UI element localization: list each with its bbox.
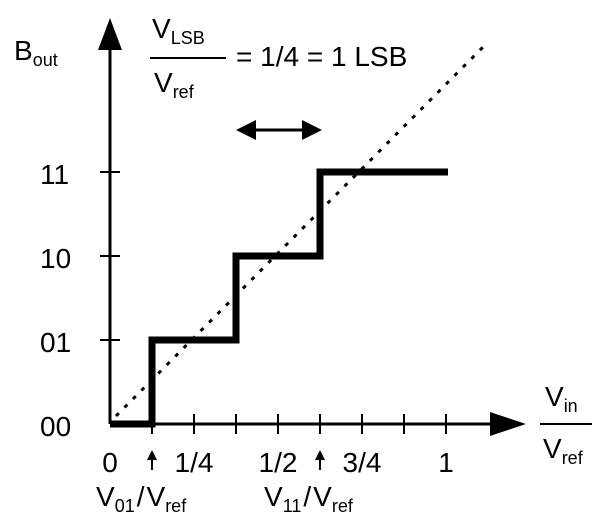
x-tick-label-1-2: 1/2 xyxy=(259,447,298,478)
ideal-transfer-line xyxy=(114,40,490,418)
v01-label: V01/Vref xyxy=(96,481,187,516)
y-axis-label: Bout xyxy=(14,35,58,70)
lsb-arrowhead-left xyxy=(236,120,256,140)
v11-label: V11/Vref xyxy=(264,481,354,516)
y-tick-label-00: 00 xyxy=(40,411,71,442)
y-tick-label-11: 11 xyxy=(40,159,69,190)
header-numerator: VLSB xyxy=(152,13,205,48)
v11-marker-arrowhead xyxy=(315,450,325,460)
x-axis-label-numerator: Vin xyxy=(545,381,578,416)
x-axis-arrowhead xyxy=(490,412,526,436)
lsb-arrowhead-right xyxy=(302,120,322,140)
quantized-staircase xyxy=(110,168,448,428)
header-equation: = 1/4 = 1 LSB xyxy=(236,41,407,72)
x-tick-label-1: 1 xyxy=(438,447,454,478)
x-tick-label-3-4: 3/4 xyxy=(343,447,382,478)
x-tick-label-0: 0 xyxy=(102,447,118,478)
header-denominator: Vref xyxy=(154,67,195,102)
y-tick-label-01: 01 xyxy=(40,327,71,358)
y-axis-arrowhead xyxy=(98,18,122,50)
x-tick-label-1-4: 1/4 xyxy=(175,447,214,478)
x-axis-label-denominator: Vref xyxy=(543,433,584,468)
y-tick-label-10: 10 xyxy=(40,243,71,274)
v01-marker-arrowhead xyxy=(147,450,157,460)
